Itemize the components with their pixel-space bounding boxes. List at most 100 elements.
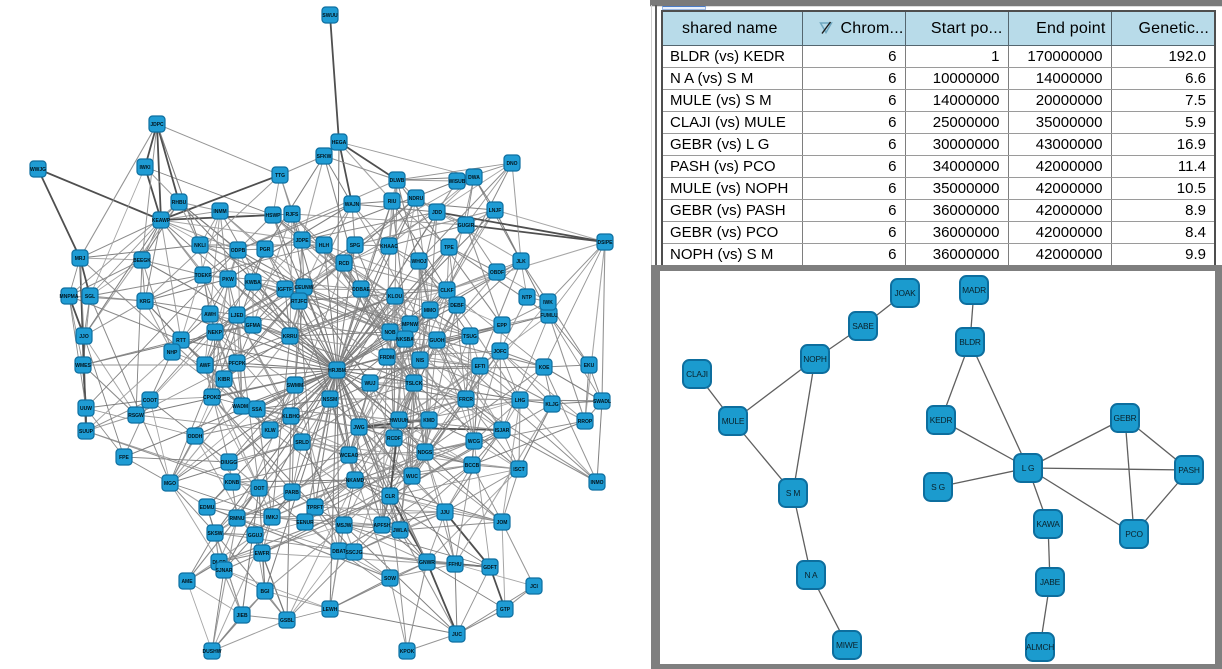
- svg-text:LHG: LHG: [515, 398, 526, 404]
- svg-text:SSA: SSA: [252, 407, 263, 413]
- svg-text:DDBAE: DDBAE: [352, 287, 370, 293]
- svg-text:KEDR: KEDR: [930, 415, 953, 425]
- svg-text:DWA: DWA: [468, 175, 480, 181]
- svg-text:WUJ: WUJ: [364, 381, 375, 387]
- svg-text:RCD: RCD: [339, 261, 350, 267]
- svg-text:JDPC: JDPC: [150, 122, 164, 128]
- svg-text:NDRU: NDRU: [409, 196, 424, 202]
- svg-text:IGFTF: IGFTF: [278, 287, 292, 293]
- svg-text:PCO: PCO: [1125, 529, 1143, 539]
- svg-text:SPG: SPG: [350, 243, 361, 249]
- svg-text:WHOJ: WHOJ: [412, 259, 427, 265]
- svg-text:KRG: KRG: [139, 299, 150, 305]
- svg-text:DNO: DNO: [506, 161, 517, 167]
- svg-text:GUGIR: GUGIR: [458, 223, 475, 229]
- svg-text:TTG: TTG: [275, 173, 285, 179]
- svg-text:NIS: NIS: [416, 358, 425, 364]
- svg-text:RROP: RROP: [578, 419, 593, 425]
- svg-text:WCG: WCG: [468, 439, 480, 445]
- svg-text:INMO: INMO: [590, 480, 603, 486]
- svg-text:N A: N A: [805, 570, 819, 580]
- svg-text:L G: L G: [1022, 463, 1035, 473]
- svg-text:JJO: JJO: [79, 334, 89, 340]
- svg-text:SWMM: SWMM: [287, 383, 303, 389]
- svg-text:JOM: JOM: [497, 520, 508, 526]
- svg-text:KHAAC: KHAAC: [380, 244, 398, 250]
- svg-text:EDMU: EDMU: [200, 505, 215, 511]
- svg-text:NKLI: NKLI: [194, 243, 206, 249]
- svg-text:PFCPK: PFCPK: [229, 361, 246, 367]
- svg-text:NOB: NOB: [384, 330, 396, 336]
- svg-text:ODDH: ODDH: [188, 434, 203, 440]
- svg-text:MULE: MULE: [722, 416, 745, 426]
- svg-text:OOT: OOT: [254, 486, 265, 492]
- svg-text:WUC: WUC: [406, 474, 418, 480]
- svg-text:RHBU: RHBU: [172, 200, 187, 206]
- svg-text:DUSHW: DUSHW: [203, 649, 222, 655]
- svg-text:NTP: NTP: [522, 295, 533, 301]
- svg-text:KLJG: KLJG: [545, 402, 558, 408]
- svg-text:GEBR: GEBR: [1114, 413, 1137, 423]
- svg-text:RJFS: RJFS: [286, 212, 299, 218]
- svg-text:GNWR: GNWR: [419, 560, 435, 566]
- svg-text:HSWP: HSWP: [266, 213, 282, 219]
- svg-text:AWF: AWF: [199, 363, 210, 369]
- svg-text:JOAK: JOAK: [894, 288, 916, 298]
- svg-text:FRDM: FRDM: [380, 355, 394, 361]
- svg-text:GGUJ: GGUJ: [248, 533, 262, 539]
- svg-text:SWUU: SWUU: [322, 13, 338, 19]
- svg-text:SGL: SGL: [85, 294, 95, 300]
- svg-text:KOE: KOE: [539, 365, 551, 371]
- svg-text:GSBL: GSBL: [280, 618, 294, 624]
- svg-text:HLH: HLH: [319, 243, 330, 249]
- svg-text:APFSH: APFSH: [374, 523, 391, 529]
- svg-text:KWBA: KWBA: [245, 280, 261, 286]
- svg-text:INMM: INMM: [213, 209, 226, 215]
- svg-text:SKSW: SKSW: [208, 531, 223, 537]
- svg-text:JIEB: JIEB: [236, 613, 248, 619]
- svg-text:EENUR: EENUR: [296, 520, 314, 526]
- svg-text:JWLA: JWLA: [393, 528, 408, 534]
- svg-text:LNJF: LNJF: [489, 208, 502, 214]
- svg-text:TPE: TPE: [444, 245, 454, 251]
- svg-text:DLWB: DLWB: [390, 178, 405, 184]
- svg-text:KRRU: KRRU: [283, 334, 298, 340]
- svg-text:EWFR: EWFR: [255, 551, 270, 557]
- svg-text:TPRFT: TPRFT: [307, 505, 323, 511]
- svg-text:JOFC: JOFC: [493, 349, 507, 355]
- svg-text:JUC: JUC: [452, 632, 462, 638]
- svg-text:HRJBM: HRJBM: [328, 368, 346, 374]
- svg-text:JJU: JJU: [440, 510, 450, 516]
- svg-text:FPE: FPE: [119, 455, 129, 461]
- svg-text:CLR: CLR: [385, 494, 396, 500]
- svg-text:GUOH: GUOH: [430, 338, 445, 344]
- svg-text:KDNB: KDNB: [225, 480, 240, 486]
- svg-text:NSSM: NSSM: [323, 397, 337, 403]
- svg-text:JDD: JDD: [432, 210, 442, 216]
- svg-text:SABE: SABE: [852, 321, 874, 331]
- svg-text:RMNU: RMNU: [230, 516, 245, 522]
- svg-text:RTT: RTT: [176, 338, 186, 344]
- svg-text:HWUUH: HWUUH: [389, 418, 409, 424]
- svg-text:WCEAO: WCEAO: [339, 453, 358, 459]
- svg-text:TOEKF: TOEKF: [195, 273, 212, 279]
- svg-text:JLK: JLK: [516, 259, 526, 265]
- svg-text:DIUGG: DIUGG: [221, 460, 238, 466]
- svg-text:DBAT: DBAT: [332, 549, 346, 555]
- svg-text:JWG: JWG: [353, 425, 365, 431]
- svg-text:NDGS: NDGS: [418, 450, 433, 456]
- svg-text:ODPB: ODPB: [231, 248, 246, 254]
- svg-text:EFTI: EFTI: [475, 364, 486, 370]
- svg-text:HEGA: HEGA: [332, 140, 347, 146]
- svg-text:SJNAR: SJNAR: [216, 568, 233, 574]
- svg-text:RIU: RIU: [388, 199, 397, 205]
- svg-text:COOT: COOT: [143, 398, 157, 404]
- svg-text:WMES: WMES: [75, 363, 91, 369]
- svg-text:RCDF: RCDF: [387, 436, 401, 442]
- svg-text:SFKW: SFKW: [317, 154, 332, 160]
- svg-text:RSGW: RSGW: [128, 413, 144, 419]
- svg-text:KAWA: KAWA: [1036, 519, 1060, 529]
- svg-text:ALMCH: ALMCH: [1026, 642, 1054, 652]
- svg-text:WADMN: WADMN: [232, 404, 252, 410]
- svg-text:S M: S M: [786, 488, 801, 498]
